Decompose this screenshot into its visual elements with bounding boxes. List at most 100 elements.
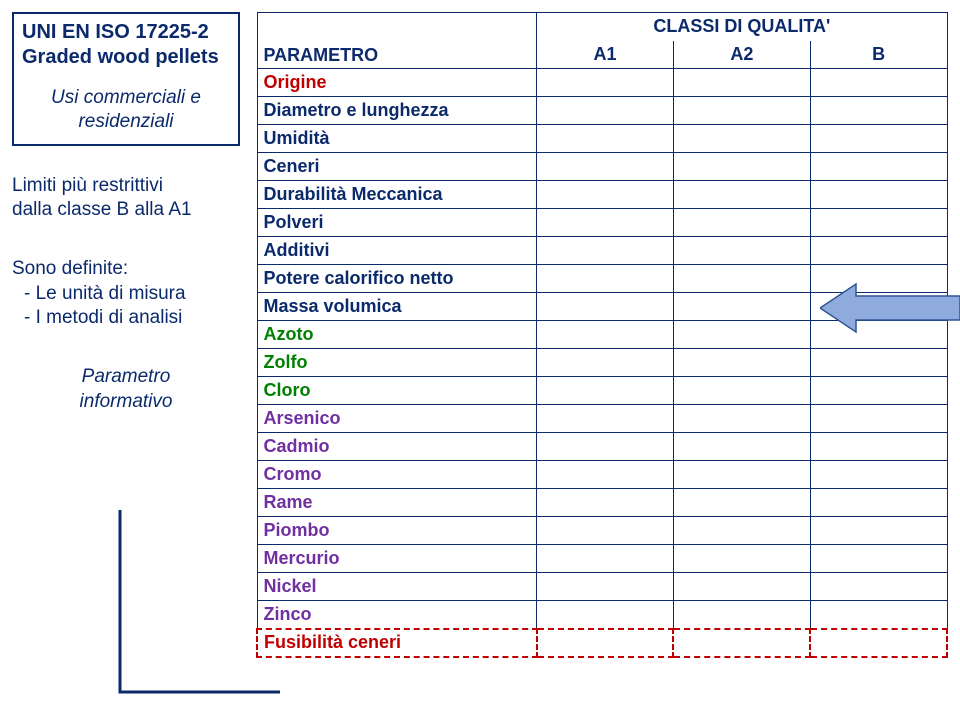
param-cell: Ceneri [257,153,537,181]
cell-empty [673,405,810,433]
cell-empty [537,545,674,573]
standard-name: Graded wood pellets [22,45,230,70]
param-info-l1: Parametro [12,365,240,390]
table-row: Nickel [257,573,947,601]
cell-empty [673,153,810,181]
cell-empty [673,181,810,209]
defs-item-methods: - I metodi di analisi [12,306,240,331]
cell-empty [537,69,674,97]
param-cell: Cadmio [257,433,537,461]
cell-empty [810,181,947,209]
cell-empty [673,517,810,545]
table-row: Origine [257,69,947,97]
cell-empty [537,461,674,489]
cell-empty [537,97,674,125]
param-cell: Mercurio [257,545,537,573]
cell-empty [537,489,674,517]
col-header-a1: A1 [537,41,674,69]
table-super-header-row: PARAMETRO CLASSI DI QUALITA' [257,13,947,41]
table-row: Arsenico [257,405,947,433]
table-row: Rame [257,489,947,517]
cell-empty [810,69,947,97]
param-cell: Zolfo [257,349,537,377]
param-cell: Piombo [257,517,537,545]
cell-empty [810,433,947,461]
cell-empty [537,181,674,209]
cell-empty [673,573,810,601]
cell-empty [537,349,674,377]
cell-empty [810,377,947,405]
param-cell: Massa volumica [257,293,537,321]
cell-empty [537,629,674,657]
table-row: Piombo [257,517,947,545]
cell-empty [810,545,947,573]
param-cell: Azoto [257,321,537,349]
cell-empty [537,433,674,461]
usage-line1: Usi commerciali e [22,86,230,110]
cell-empty [537,265,674,293]
cell-empty [810,489,947,517]
param-cell: Arsenico [257,405,537,433]
cell-empty [810,125,947,153]
param-cell: Additivi [257,237,537,265]
cell-empty [810,405,947,433]
defs-item-units: - Le unità di misura [12,282,240,307]
cell-empty [810,629,947,657]
table-row: Cadmio [257,433,947,461]
cell-empty [673,629,810,657]
cell-empty [673,125,810,153]
limits-text: Limiti più restrittivi dalla classe B al… [12,174,240,223]
callout-arrow-icon [820,280,960,336]
cell-empty [537,209,674,237]
table-row: Polveri [257,209,947,237]
standard-code: UNI EN ISO 17225-2 [22,20,230,45]
param-cell: Nickel [257,573,537,601]
col-header-b: B [810,41,947,69]
param-cell: Cloro [257,377,537,405]
cell-empty [810,209,947,237]
table-row: Zolfo [257,349,947,377]
cell-empty [673,489,810,517]
cell-fusibilita: Fusibilità ceneri [257,629,537,657]
param-cell: Polveri [257,209,537,237]
table-row: Ceneri [257,153,947,181]
cell-empty [673,321,810,349]
param-cell: Cromo [257,461,537,489]
param-cell: Origine [257,69,537,97]
table-body: OrigineDiametro e lunghezzaUmiditàCeneri… [257,69,947,629]
cell-empty [673,433,810,461]
cell-empty [537,573,674,601]
cell-empty [673,545,810,573]
table-row: Cloro [257,377,947,405]
cell-empty [673,601,810,629]
cell-empty [673,97,810,125]
cell-empty [673,293,810,321]
cell-empty [810,573,947,601]
limits-line2: dalla classe B alla A1 [12,198,240,223]
cell-empty [810,237,947,265]
param-cell: Umidità [257,125,537,153]
cell-empty [673,265,810,293]
cell-empty [810,601,947,629]
cell-empty [673,461,810,489]
definitions-block: Sono definite: - Le unità di misura - I … [12,257,240,331]
cell-empty [537,517,674,545]
param-cell: Durabilità Meccanica [257,181,537,209]
col-header-param: PARAMETRO [257,13,537,69]
cell-empty [537,293,674,321]
param-cell: Potere calorifico netto [257,265,537,293]
cell-empty [673,349,810,377]
cell-empty [673,209,810,237]
param-cell: Diametro e lunghezza [257,97,537,125]
cell-empty [537,601,674,629]
table-row: Additivi [257,237,947,265]
param-info-l2: informativo [12,390,240,415]
cell-empty [810,517,947,545]
table-row-fusibilita: Fusibilità ceneri [257,629,947,657]
table-row: Durabilità Meccanica [257,181,947,209]
left-column: UNI EN ISO 17225-2 Graded wood pellets U… [12,12,240,414]
col-header-quality: CLASSI DI QUALITA' [537,13,947,41]
table-row: Cromo [257,461,947,489]
limits-line1: Limiti più restrittivi [12,174,240,199]
usage-line2: residenziali [22,110,230,134]
